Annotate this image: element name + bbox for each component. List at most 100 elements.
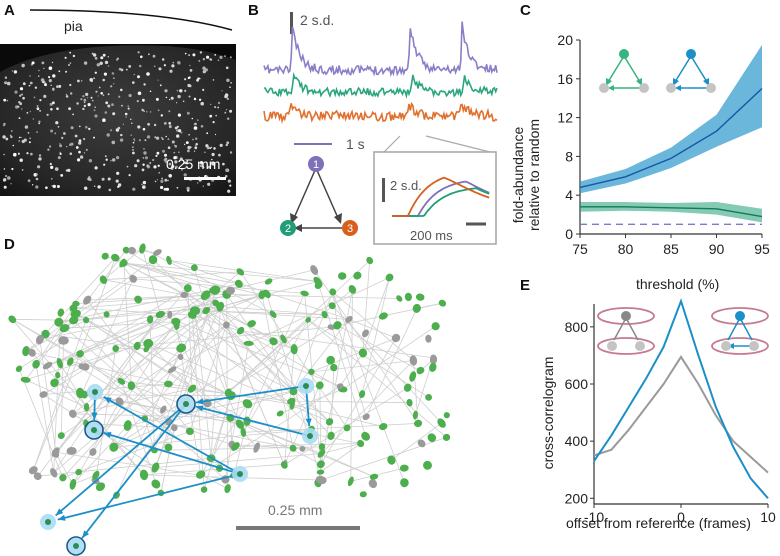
network-node	[170, 424, 178, 432]
neuron-dot	[36, 107, 40, 111]
neuron-dot	[194, 146, 198, 150]
neuron-dot	[125, 116, 127, 118]
neuron-dot	[111, 72, 115, 75]
e-x-tick-label: 0	[677, 509, 685, 525]
network-node	[290, 344, 298, 355]
neuron-dot	[85, 125, 88, 129]
neuron-dot	[103, 163, 106, 166]
network-node	[415, 293, 425, 301]
neuron-dot	[92, 99, 94, 102]
network-node	[333, 321, 342, 330]
neuron-dot	[85, 148, 88, 151]
neuron-dot	[5, 137, 9, 141]
neuron-dot	[58, 84, 62, 88]
neuron-dot	[209, 114, 213, 118]
neuron-dot	[50, 84, 52, 87]
network-node	[35, 334, 44, 345]
neuron-dot	[142, 98, 145, 102]
neuron-dot	[52, 101, 55, 105]
neuron-dot	[153, 65, 156, 68]
neuron-dot	[45, 186, 48, 189]
neuron-dot	[164, 89, 168, 93]
neuron-dot	[224, 94, 228, 99]
network-edge	[143, 463, 285, 476]
neuron-dot	[202, 185, 204, 187]
neuron-dot	[141, 168, 145, 172]
network-node	[400, 478, 409, 488]
network-node	[336, 383, 344, 390]
network-node	[308, 368, 315, 376]
neuron-dot	[188, 95, 191, 98]
network-node	[66, 357, 74, 366]
common-input-icon	[597, 307, 655, 355]
neuron-dot	[158, 67, 162, 71]
neuron-dot	[7, 176, 11, 180]
network-edge	[35, 303, 77, 365]
neuron-dot	[225, 168, 229, 172]
network-node	[327, 431, 335, 440]
e-y-tick-label: 400	[565, 433, 589, 449]
neuron-dot	[185, 159, 187, 161]
neuron-dot	[202, 66, 206, 70]
network-node	[315, 381, 324, 390]
neuron-dot	[184, 161, 187, 165]
neuron-dot	[229, 109, 233, 113]
neuron-dot	[52, 88, 55, 91]
neuron-dot	[191, 117, 194, 120]
network-edge	[86, 299, 191, 432]
motif-edge	[195, 385, 307, 404]
network-edge	[350, 289, 353, 482]
network-edge	[416, 302, 443, 309]
neuron-dot	[28, 84, 31, 87]
cyclic-motif-icon	[599, 49, 649, 93]
neuron-dot	[40, 78, 45, 82]
neuron-dot	[56, 107, 59, 110]
neuron-dot	[202, 58, 206, 61]
network-node	[347, 476, 354, 487]
neuron-dot	[183, 173, 187, 177]
neuron-dot	[110, 129, 113, 132]
network-node	[222, 321, 230, 329]
neuron-dot	[31, 184, 34, 186]
neuron-dot	[189, 64, 191, 67]
neuron-dot	[68, 107, 71, 111]
network-edge	[160, 427, 175, 493]
neuron-dot	[38, 69, 40, 72]
feed-forward-input-icon	[711, 307, 769, 355]
c-x-tick-label: 80	[618, 241, 634, 257]
network-edge	[218, 306, 285, 466]
network-node	[362, 413, 370, 421]
network-edge	[226, 294, 263, 326]
neuron-dot	[185, 141, 189, 145]
network-edge	[55, 314, 161, 455]
network-edge	[72, 425, 128, 485]
neuron-dot	[87, 103, 91, 107]
neuron-dot	[227, 189, 231, 193]
neuron-dot	[142, 127, 146, 131]
neuron-dot	[200, 125, 204, 128]
neuron-dot	[164, 160, 168, 163]
network-node	[310, 265, 319, 275]
network-node	[28, 466, 38, 475]
neuron-dot	[200, 101, 204, 106]
neuron-dot	[34, 86, 38, 89]
neuron-dot	[153, 123, 157, 127]
neuron-dot	[176, 102, 178, 104]
neuron-dot	[165, 96, 168, 99]
network-node	[66, 446, 77, 455]
neuron-dot	[133, 140, 136, 142]
network-node	[55, 371, 61, 379]
neuron-dot	[37, 165, 41, 169]
neuron-dot	[74, 134, 78, 138]
neuron-dot	[168, 121, 172, 125]
c-y-tick-label: 12	[557, 110, 573, 126]
panel-label-a: A	[4, 2, 15, 19]
neuron-dot	[56, 85, 59, 88]
network-node	[431, 322, 440, 331]
neuron-dot	[54, 132, 57, 135]
neuron-dot	[194, 144, 197, 147]
neuron-dot	[83, 104, 87, 108]
